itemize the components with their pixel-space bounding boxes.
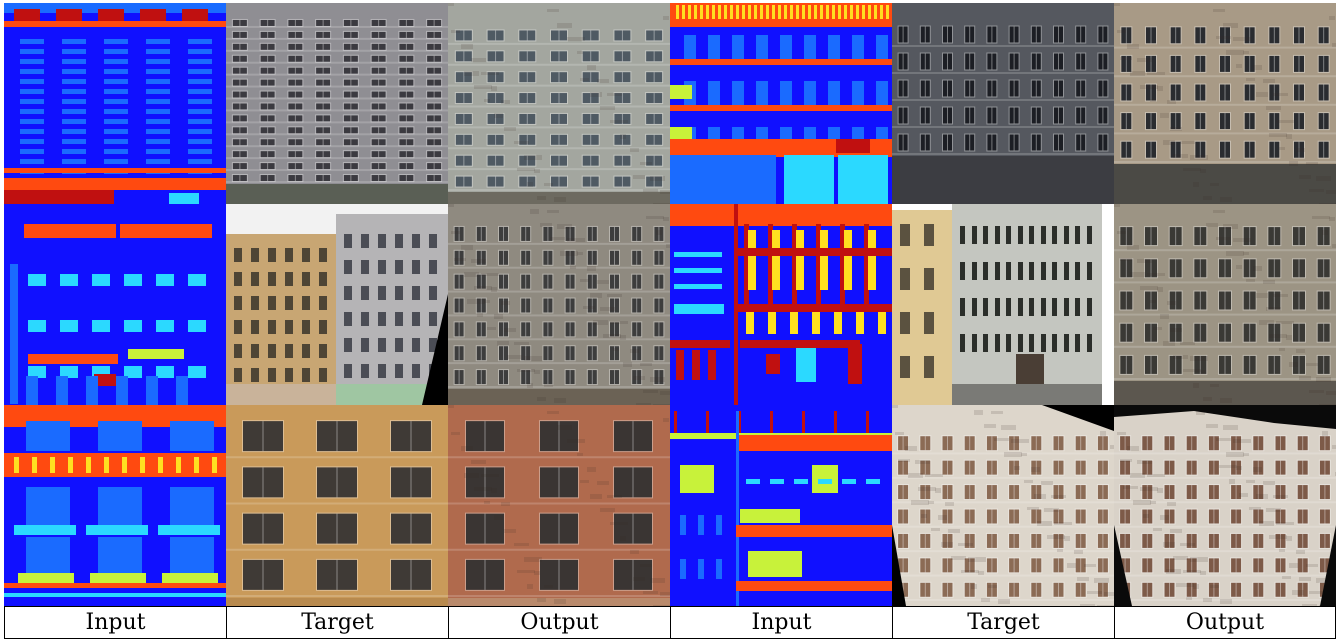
caption-row: Input Target Output Input Target Output [4, 606, 1336, 639]
input-image [670, 204, 892, 405]
input-image [670, 405, 892, 606]
output-image [1114, 405, 1336, 606]
target-image [226, 204, 448, 405]
target-image [892, 204, 1114, 405]
input-image [670, 3, 892, 204]
caption-input-left: Input [4, 607, 226, 638]
output-image [448, 3, 670, 204]
input-image [4, 204, 226, 405]
output-image [1114, 204, 1336, 405]
target-image [892, 3, 1114, 204]
output-image [1114, 3, 1336, 204]
caption-target-right: Target [892, 607, 1114, 638]
caption-output-left: Output [448, 607, 670, 638]
input-image [4, 3, 226, 204]
caption-target-left: Target [226, 607, 448, 638]
caption-input-right: Input [670, 607, 892, 638]
figure-grid [4, 3, 1336, 639]
caption-output-right: Output [1114, 607, 1336, 638]
target-image [226, 3, 448, 204]
target-image [226, 405, 448, 606]
output-image [448, 204, 670, 405]
output-image [448, 405, 670, 606]
input-image [4, 405, 226, 606]
target-image [892, 405, 1114, 606]
